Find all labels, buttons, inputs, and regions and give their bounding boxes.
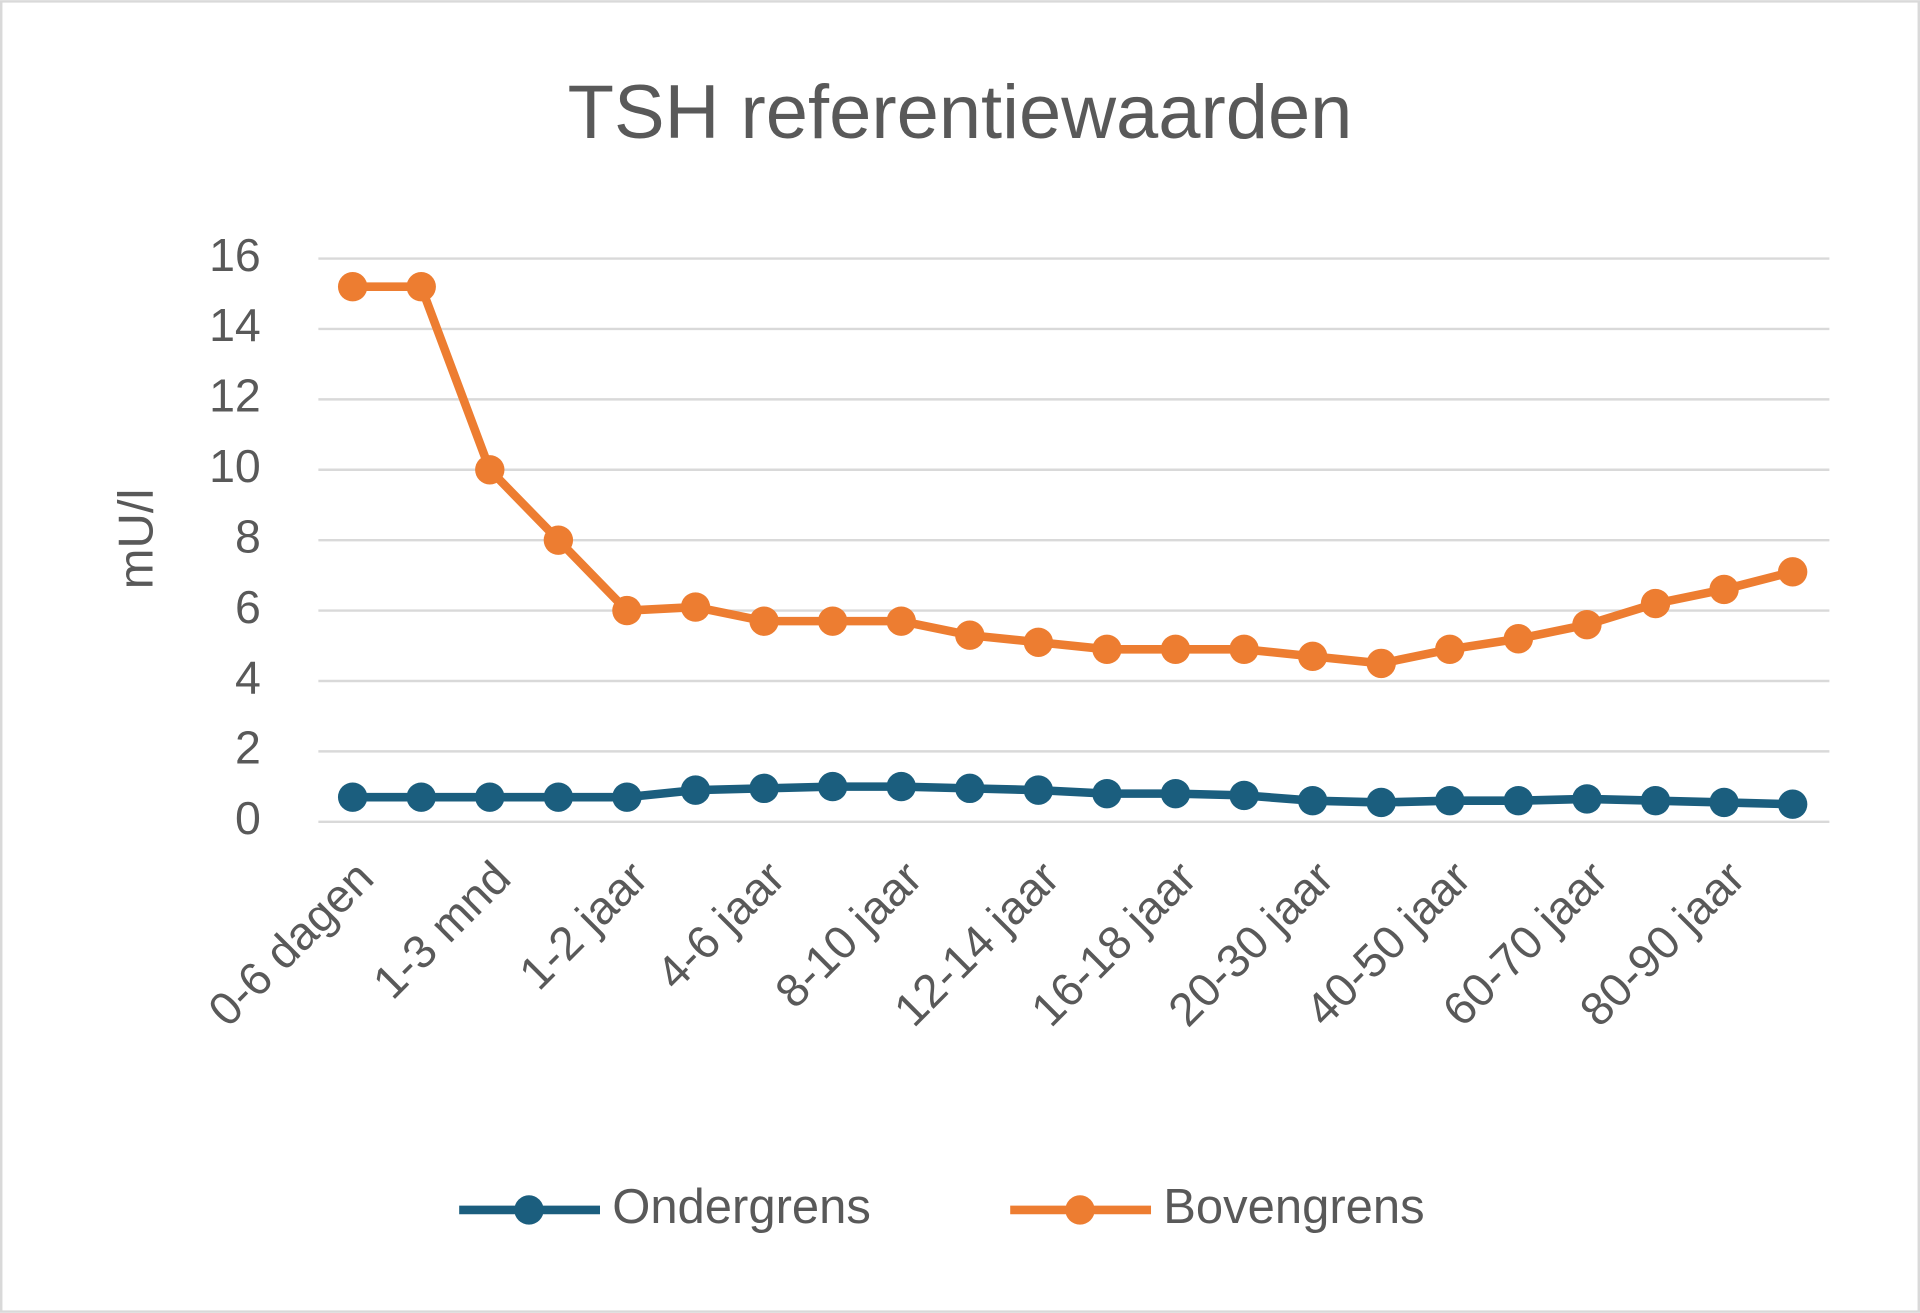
y-tick-label: 0 bbox=[235, 792, 261, 844]
legend-marker bbox=[1065, 1195, 1095, 1225]
legend-label: Ondergrens bbox=[612, 1180, 871, 1234]
y-tick-label: 2 bbox=[235, 722, 261, 774]
data-point bbox=[475, 782, 505, 812]
data-point bbox=[543, 525, 574, 555]
y-tick-label: 14 bbox=[209, 299, 261, 351]
data-point bbox=[337, 782, 368, 812]
data-point bbox=[1640, 588, 1671, 619]
data-point bbox=[1023, 775, 1054, 805]
y-tick-label: 12 bbox=[209, 370, 261, 422]
data-point bbox=[1229, 780, 1259, 811]
data-point bbox=[1366, 787, 1396, 818]
data-point bbox=[817, 606, 848, 636]
data-point bbox=[1435, 634, 1465, 664]
y-axis-label: mU/l bbox=[110, 489, 164, 590]
data-point bbox=[955, 773, 985, 804]
data-point bbox=[543, 782, 574, 812]
legend-marker bbox=[514, 1195, 544, 1225]
data-point bbox=[1366, 648, 1396, 679]
data-point bbox=[1709, 574, 1739, 605]
data-point bbox=[1297, 641, 1328, 672]
data-point bbox=[1777, 557, 1808, 587]
data-point bbox=[1503, 624, 1534, 654]
data-point bbox=[1092, 778, 1122, 809]
data-point bbox=[680, 592, 711, 622]
legend-label: Bovengrens bbox=[1163, 1180, 1424, 1234]
data-point bbox=[1572, 784, 1602, 814]
data-point bbox=[1435, 785, 1465, 816]
data-point bbox=[1709, 787, 1739, 818]
data-point bbox=[817, 771, 848, 802]
data-point bbox=[749, 773, 779, 804]
data-point bbox=[955, 620, 985, 650]
y-tick-label: 6 bbox=[235, 581, 261, 633]
data-point bbox=[1229, 634, 1259, 664]
data-point bbox=[1640, 785, 1671, 816]
data-point bbox=[886, 771, 916, 802]
data-point bbox=[680, 775, 711, 805]
data-point bbox=[1297, 785, 1328, 816]
y-tick-label: 10 bbox=[209, 440, 261, 492]
data-point bbox=[1777, 789, 1808, 819]
data-point bbox=[1160, 634, 1191, 664]
data-point bbox=[475, 455, 505, 485]
data-point bbox=[1572, 609, 1602, 640]
y-tick-label: 4 bbox=[235, 651, 261, 703]
series-line bbox=[352, 282, 1794, 668]
data-point bbox=[1092, 634, 1122, 664]
data-point bbox=[612, 595, 642, 626]
data-point bbox=[337, 272, 368, 302]
data-point bbox=[612, 782, 642, 812]
y-tick-label: 16 bbox=[209, 229, 261, 281]
data-point bbox=[1503, 785, 1534, 816]
data-point bbox=[1023, 627, 1054, 657]
data-point bbox=[886, 606, 916, 636]
data-point bbox=[749, 606, 779, 636]
chart-title: TSH referentiewaarden bbox=[568, 70, 1353, 155]
series-line bbox=[352, 782, 1793, 809]
y-tick-label: 8 bbox=[235, 510, 261, 562]
data-point bbox=[406, 272, 436, 302]
data-point bbox=[1160, 778, 1191, 809]
data-point bbox=[406, 782, 436, 812]
